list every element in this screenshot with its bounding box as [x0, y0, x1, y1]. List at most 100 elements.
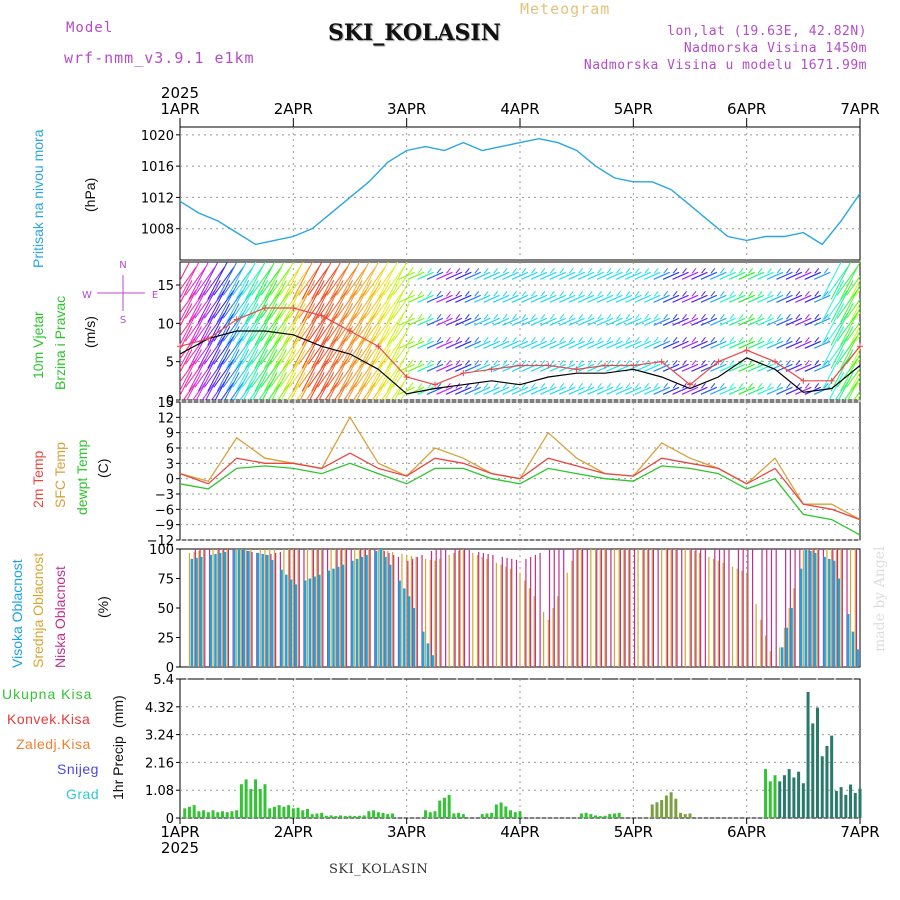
wind-barb [710, 268, 716, 274]
wind-barb [301, 326, 325, 369]
wind-barb [381, 382, 395, 400]
pressure-tick-label: 1008 [141, 223, 174, 238]
wind-barb [587, 337, 593, 343]
wind-barb [371, 382, 386, 400]
precip-bar [608, 814, 612, 818]
wind-barb [364, 336, 386, 365]
wind-barb [364, 313, 386, 342]
bottom-date-label: 4APR [500, 823, 539, 841]
wind-barb [836, 290, 858, 319]
wind-barb [279, 267, 301, 296]
precip-bar [584, 812, 588, 818]
wind-barb [180, 326, 202, 369]
wind-barb [836, 267, 858, 296]
precip-bar [211, 810, 215, 818]
wind-barb [747, 294, 765, 303]
wind-barb [568, 268, 574, 274]
wind-barb [625, 271, 642, 280]
precip-bar [372, 810, 376, 818]
wind-barb [216, 303, 240, 346]
wind-barb [407, 363, 425, 372]
wind-barb [855, 288, 860, 296]
wind-barb [301, 262, 323, 300]
wind-barb [540, 291, 546, 297]
wind-barb [728, 271, 746, 280]
wind-barb [254, 326, 278, 369]
precip-bar [324, 815, 328, 818]
wind-barb [521, 268, 527, 274]
wind-barb [814, 268, 820, 274]
wind-barb [719, 294, 737, 303]
precip-bar [480, 814, 484, 818]
wind-barb [747, 340, 765, 349]
wind-barb [521, 337, 527, 343]
wind-barb [197, 262, 219, 300]
wind-barb [521, 360, 527, 366]
wind-barb [251, 267, 272, 296]
wind-barb [502, 383, 508, 389]
wind-barb [288, 336, 310, 365]
precip-bar [834, 790, 838, 818]
wind-barb [830, 326, 854, 369]
wind-barb [455, 314, 461, 320]
wind-barb [203, 359, 225, 388]
wind-tick-label: 0 [166, 394, 174, 409]
wind-barb [349, 326, 372, 369]
wind-barb [298, 359, 320, 388]
wind-barb [336, 336, 357, 365]
wind-barb [549, 294, 567, 303]
compass-e-label: E [152, 290, 158, 301]
wind-barb [785, 271, 803, 280]
wind-barb [795, 360, 801, 366]
temp-tick-label: 6 [166, 442, 174, 457]
wind-barb [597, 268, 602, 274]
wind-barb [339, 303, 363, 346]
wind-barb [311, 326, 335, 369]
wind-barb [738, 271, 755, 280]
wind-barb [625, 383, 631, 389]
precip-bar [339, 815, 343, 818]
wind-barb [568, 294, 585, 303]
wind-barb [719, 383, 725, 389]
precip-bar [603, 815, 607, 818]
precip-bar [225, 812, 229, 818]
wind-barb [540, 340, 557, 349]
wind-barb [795, 337, 801, 343]
wind-barb [821, 262, 842, 300]
precip-bar [315, 813, 319, 818]
pressure-unit: (hPa) [82, 177, 98, 212]
wind-barb [261, 372, 278, 400]
wind-barb [301, 303, 325, 346]
precip-tick-label: 5.4 [153, 673, 174, 688]
wind-barb [616, 360, 621, 366]
wind-barb [185, 290, 206, 319]
wind-barb [785, 340, 803, 349]
wind-barb [336, 267, 357, 296]
wind-barb [616, 337, 621, 343]
top-date-label: 4APR [500, 100, 539, 118]
wind-barb [795, 314, 801, 320]
wind-barb [436, 340, 453, 349]
precip-bar [816, 707, 819, 818]
wind-barb [634, 291, 640, 297]
pressure-line [179, 137, 861, 246]
wind-barb [330, 280, 353, 323]
wind-barb [846, 275, 860, 296]
precip-bar [844, 794, 848, 818]
wind-barb [358, 280, 382, 323]
wind-barb [700, 386, 718, 395]
wind-barb [180, 280, 202, 323]
elevation-label: Nadmorska Visina 1450m [683, 41, 867, 56]
wind-barb [672, 294, 689, 303]
precip-bar [764, 769, 768, 818]
wind-barb [710, 383, 716, 389]
wind-barb [785, 386, 803, 395]
precip-bar [353, 816, 357, 818]
precip-bar [452, 813, 456, 818]
wind-barb [455, 317, 472, 326]
wind-barb [364, 359, 386, 388]
wind-barb [383, 336, 405, 365]
wind-barb [531, 337, 536, 343]
wind-barb [662, 317, 680, 326]
precip-bar [216, 812, 220, 818]
